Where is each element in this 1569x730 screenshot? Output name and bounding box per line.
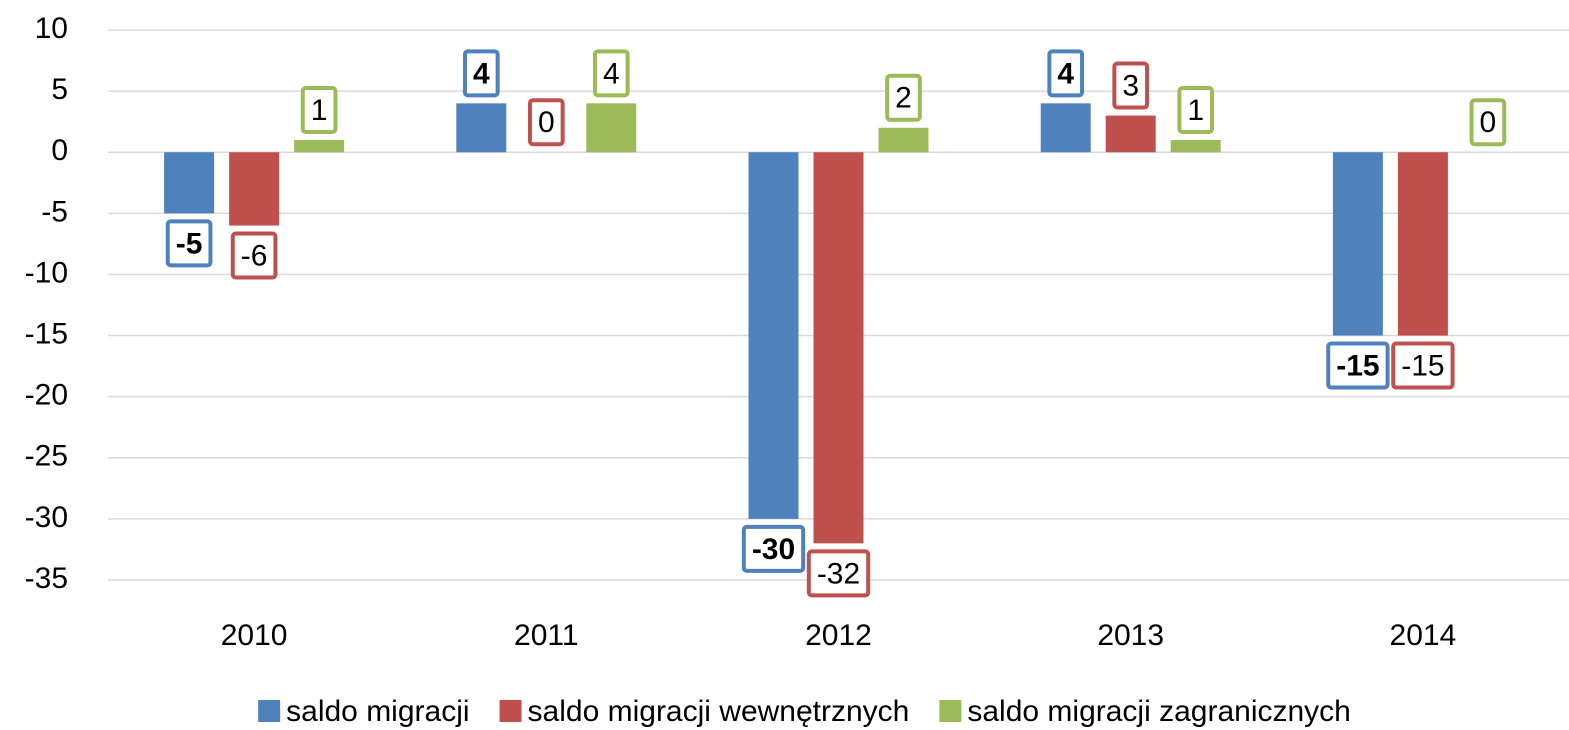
- bar: [1332, 152, 1383, 336]
- data-label: 0: [527, 98, 565, 147]
- data-label: 0: [1469, 98, 1507, 147]
- bar: [878, 127, 929, 153]
- x-tick-label: 2014: [1390, 619, 1457, 652]
- bar: [1170, 140, 1221, 153]
- y-tick-label: -5: [41, 195, 68, 228]
- data-label-box: [527, 98, 565, 147]
- data-label-text: 4: [473, 57, 490, 90]
- data-label-text: 1: [311, 94, 328, 127]
- data-label-text: 2: [895, 82, 912, 115]
- data-label: 4: [462, 49, 500, 98]
- data-label-box: [1391, 341, 1455, 390]
- data-label: -30: [741, 524, 806, 573]
- data-label-box: [1112, 61, 1150, 110]
- y-tick-label: -10: [25, 256, 68, 289]
- bar: [164, 152, 215, 214]
- y-tick-label: 0: [51, 134, 68, 167]
- data-label: -32: [806, 549, 871, 598]
- y-tick-label: -20: [25, 379, 68, 412]
- data-label-box: [1469, 98, 1507, 147]
- x-tick-label: 2010: [221, 619, 288, 652]
- data-label-text: -32: [817, 557, 860, 590]
- legend: saldo migracji saldo migracji wewnętrznyc…: [258, 695, 1351, 728]
- data-label-text: 4: [1057, 57, 1074, 90]
- legend-swatch: [939, 700, 962, 722]
- y-tick-label: -15: [25, 317, 68, 350]
- bar: [456, 103, 507, 153]
- data-label-text: 1: [1187, 94, 1204, 127]
- data-label-box: [1047, 49, 1085, 98]
- y-tick-label: 5: [51, 73, 68, 106]
- data-label: -15: [1391, 341, 1455, 390]
- data-label: 4: [592, 49, 630, 98]
- data-label-box: [885, 73, 922, 122]
- data-label-box: [592, 49, 630, 98]
- data-label-box: [1177, 86, 1215, 134]
- data-label-text: -5: [176, 227, 203, 260]
- data-label-box: [741, 524, 806, 573]
- legend-label: saldo migracji wewnętrznych: [528, 695, 910, 728]
- y-tick-label: -25: [25, 440, 68, 473]
- data-label-text: 4: [603, 57, 620, 90]
- data-label-text: -15: [1401, 349, 1444, 382]
- bar: [1040, 103, 1091, 153]
- x-tick-label: 2012: [805, 619, 872, 652]
- legend-swatch: [258, 700, 281, 722]
- data-label: 1: [1177, 86, 1215, 134]
- data-label: -5: [165, 219, 213, 268]
- data-label-box: [1326, 341, 1390, 390]
- legend-label: saldo migracji zagranicznych: [967, 695, 1351, 728]
- bar: [813, 152, 864, 544]
- legend-swatch: [499, 700, 522, 722]
- data-label-text: 3: [1122, 69, 1139, 102]
- x-tick-label: 2013: [1097, 619, 1164, 652]
- bar: [748, 152, 799, 519]
- bar: [1397, 152, 1448, 336]
- data-label: -6: [230, 231, 278, 280]
- y-tick-label: -35: [25, 562, 68, 595]
- bar: [586, 103, 637, 153]
- data-label-text: 0: [538, 106, 555, 139]
- y-tick-label: 10: [35, 12, 68, 45]
- y-tick-label: -30: [25, 501, 68, 534]
- bar: [294, 140, 345, 153]
- data-label: 3: [1112, 61, 1150, 110]
- data-label: 1: [300, 86, 338, 134]
- data-label-box: [230, 231, 278, 280]
- data-label-text: -6: [241, 239, 268, 272]
- bar: [229, 152, 280, 226]
- data-label-text: -30: [752, 533, 795, 566]
- data-label-box: [165, 219, 213, 268]
- data-label-box: [300, 86, 338, 134]
- legend-label: saldo migracji: [286, 695, 469, 728]
- data-label: 2: [885, 73, 922, 122]
- x-tick-label: 2011: [514, 619, 579, 652]
- data-label: -15: [1326, 341, 1390, 390]
- bar: [1105, 115, 1156, 153]
- data-label-box: [462, 49, 500, 98]
- data-label: 4: [1047, 49, 1085, 98]
- data-label-text: -15: [1336, 349, 1379, 382]
- data-label-box: [806, 549, 871, 598]
- data-label-text: 0: [1480, 106, 1497, 139]
